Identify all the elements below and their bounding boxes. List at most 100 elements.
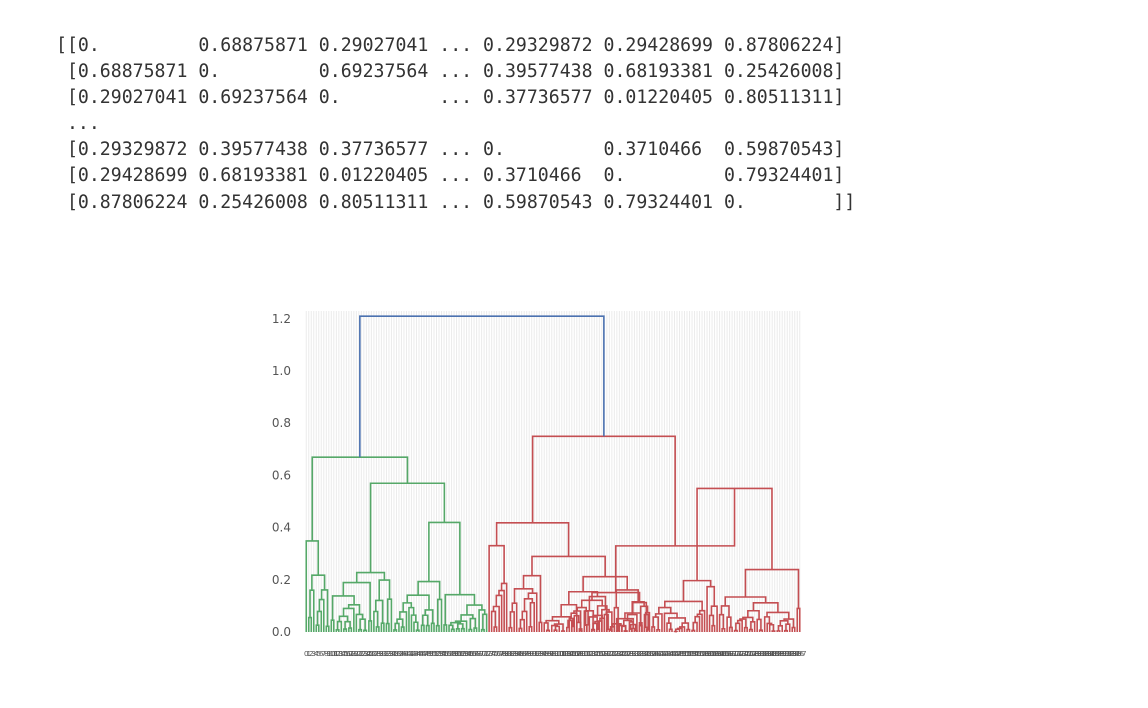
leaf-tick-label: 57 — [445, 650, 454, 658]
leaf-tick-label: 104 — [560, 650, 574, 658]
dendrogram-link — [651, 626, 656, 632]
dendrogram-link — [584, 610, 595, 626]
dendrogram-link — [560, 630, 566, 632]
dendrogram-link — [538, 621, 543, 632]
leaf-tick-label: 175 — [738, 650, 751, 658]
y-tick-label: 1.2 — [272, 312, 291, 326]
leaf-tick-label: 165 — [713, 650, 726, 658]
dendrogram-link — [710, 605, 718, 632]
dendrogram-link — [783, 629, 789, 632]
leaf-tick-label: 28 — [372, 650, 381, 658]
leaf-tick-label: 16 — [342, 650, 351, 658]
dendrogram-link — [318, 598, 325, 632]
leaf-tick-label: 178 — [745, 650, 758, 658]
dendrogram-link — [622, 619, 633, 626]
leaf-tick-label: 140 — [650, 650, 663, 658]
dendrogram-link — [623, 630, 628, 632]
leaf-tick-label: 32 — [382, 650, 391, 658]
matrix-row: ... — [56, 113, 100, 135]
leaf-tick-label: 187 — [768, 650, 781, 658]
leaf-tick-label: 25 — [364, 650, 373, 658]
dendrogram-link — [523, 598, 534, 612]
dendrogram-link — [776, 630, 781, 632]
leaf-tick-label: 131 — [628, 650, 641, 658]
leaf-tick-label: 26 — [367, 650, 376, 658]
leaf-tick-label: 118 — [595, 650, 608, 658]
leaf-tick-label: 52 — [432, 650, 441, 658]
leaf-tick-label: 157 — [693, 650, 706, 658]
leaf-tick-label: 62 — [457, 650, 466, 658]
dendrogram-link — [652, 616, 660, 630]
dendrogram-link — [691, 629, 696, 632]
leaf-tick-label: 115 — [588, 650, 601, 658]
leaf-tick-label: 17 — [344, 650, 353, 658]
dendrogram-link — [545, 629, 551, 632]
dendrogram-link — [396, 618, 404, 628]
dendrogram-link — [454, 620, 468, 632]
leaf-tick-label: 172 — [730, 650, 743, 658]
leaf-tick-label: 170 — [725, 650, 738, 658]
leaf-tick-label: 163 — [708, 650, 721, 658]
dendrogram-link — [495, 522, 570, 557]
y-axis-ticks: 0.0 0.2 0.4 0.6 0.8 1.0 1.2 — [272, 312, 291, 639]
leaf-tick-label: 122 — [605, 650, 618, 658]
leaf-tick-label: 86 — [517, 650, 526, 658]
leaf-tick-label: 64 — [462, 650, 471, 658]
dendrogram-link — [359, 618, 366, 631]
dendrogram-link — [402, 602, 413, 612]
leaf-tick-label: 125 — [613, 650, 626, 658]
dendrogram-link — [771, 630, 776, 632]
dendrogram-link — [460, 627, 465, 632]
dendrogram-link — [358, 628, 363, 632]
dendrogram-link — [744, 568, 800, 609]
leaf-tick-label: 20 — [352, 650, 361, 658]
leaf-tick-label: 19 — [349, 650, 358, 658]
dendrogram-link — [435, 624, 440, 632]
matrix-row: [0.29329872 0.39577438 0.37736577 ... 0.… — [56, 139, 845, 161]
dendrogram-link — [342, 581, 371, 621]
leaf-tick-label: 195 — [788, 650, 801, 658]
leaf-tick-label: 74 — [487, 650, 496, 658]
leaf-tick-label: 5 — [317, 650, 321, 658]
dendrogram-link — [385, 622, 390, 632]
dendrogram-link — [615, 617, 634, 625]
dendrogram-link — [305, 540, 320, 632]
dendrogram-link — [708, 614, 715, 632]
leaf-tick-label: 106 — [565, 650, 579, 658]
dendrogram-link — [455, 628, 460, 632]
leaf-tick-label: 129 — [623, 650, 636, 658]
leaf-tick-label: 186 — [766, 650, 780, 658]
leaf-tick-label: 31 — [379, 650, 388, 658]
dendrogram-link — [430, 622, 435, 632]
dendrogram-link — [355, 613, 364, 632]
leaf-tick-label: 7 — [322, 650, 326, 658]
leaf-tick-label: 99 — [550, 650, 559, 658]
dendrogram-link — [591, 628, 596, 632]
leaf-tick-label: 1 — [307, 650, 311, 658]
leaf-tick-label: 50 — [427, 650, 436, 658]
leaf-tick-label: 58 — [447, 650, 456, 658]
dendrogram-link — [646, 629, 651, 632]
dendrogram-link — [469, 617, 477, 630]
leaf-tick-label: 49 — [425, 650, 434, 658]
leaf-tick-label: 42 — [407, 650, 416, 658]
dendrogram-link — [696, 487, 773, 581]
leaf-tick-label: 24 — [362, 650, 371, 658]
leaf-tick-label: 67 — [470, 650, 479, 658]
leaf-tick-label: 94 — [537, 650, 546, 658]
leaf-tick-label: 77 — [495, 650, 504, 658]
dendrogram-link — [608, 629, 613, 632]
leaf-tick-label: 182 — [755, 650, 768, 658]
dendrogram-link — [424, 609, 434, 624]
leaf-tick-label: 139 — [648, 650, 661, 658]
leaf-tick-label: 22 — [357, 650, 366, 658]
dendrogram-link — [420, 624, 425, 632]
leaf-tick-label: 116 — [590, 650, 604, 658]
dendrogram-link — [666, 622, 672, 632]
leaf-tick-label: 60 — [452, 650, 461, 658]
dendrogram-link — [342, 607, 355, 632]
leaf-tick-label: 55 — [440, 650, 449, 658]
leaf-tick-label: 193 — [783, 650, 796, 658]
dendrogram-link — [663, 600, 703, 611]
dendrogram-link — [359, 315, 605, 458]
